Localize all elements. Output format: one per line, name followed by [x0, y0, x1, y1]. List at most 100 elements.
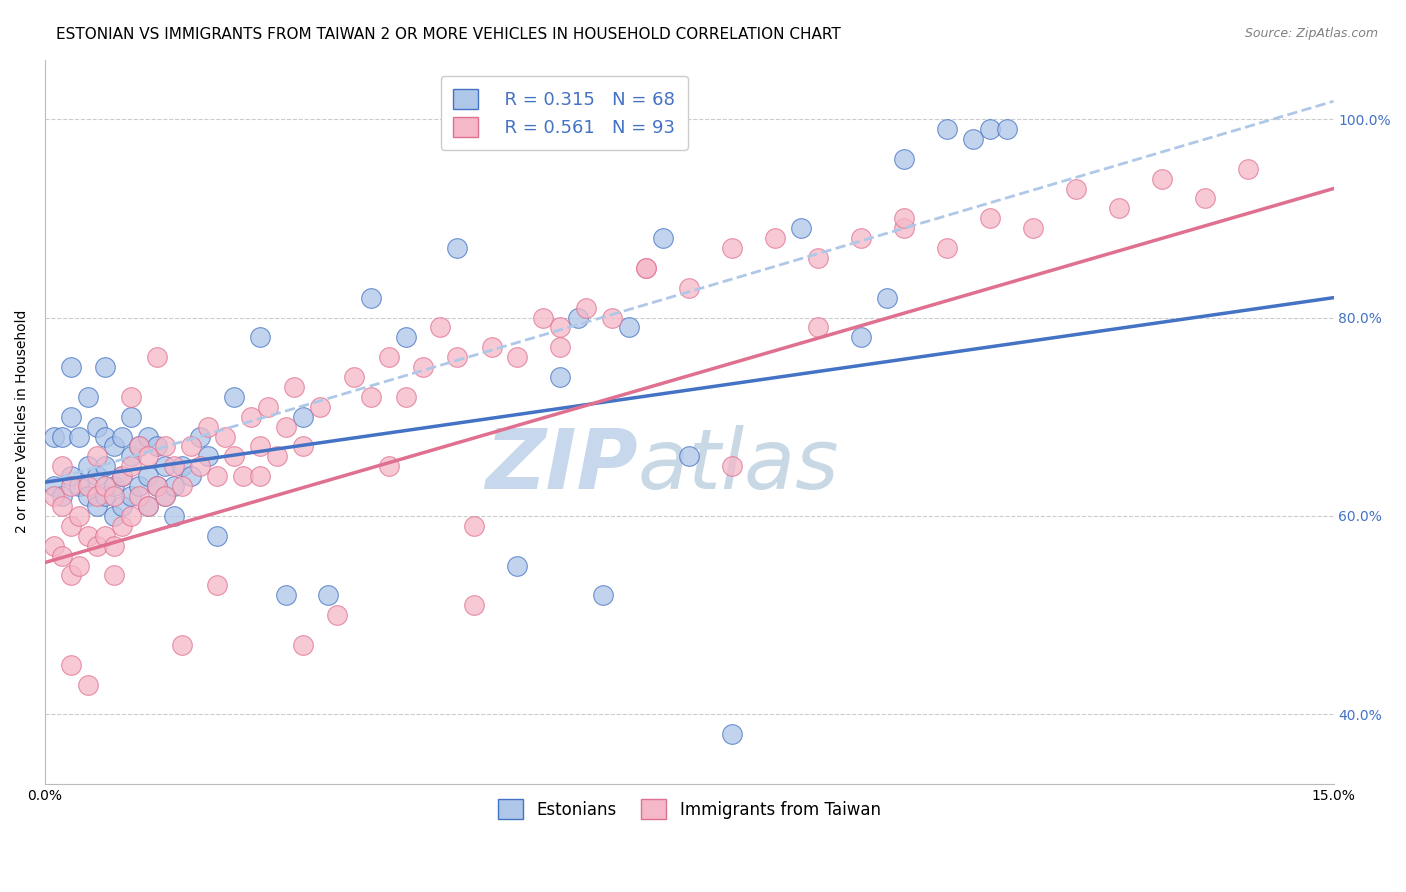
Text: ESTONIAN VS IMMIGRANTS FROM TAIWAN 2 OR MORE VEHICLES IN HOUSEHOLD CORRELATION C: ESTONIAN VS IMMIGRANTS FROM TAIWAN 2 OR … [56, 27, 841, 42]
Point [155, 489, 177, 503]
Point [59, 518, 82, 533]
Point [67, 558, 90, 573]
Point [326, 608, 349, 623]
Point [155, 440, 177, 454]
Point [1150, 171, 1173, 186]
Point [592, 588, 614, 602]
Point [86, 469, 108, 483]
Point [567, 310, 589, 325]
Point [145, 350, 167, 364]
Point [936, 122, 959, 136]
Point [240, 409, 263, 424]
Point [77, 390, 100, 404]
Point [274, 588, 297, 602]
Point [155, 489, 177, 503]
Point [463, 598, 485, 612]
Point [876, 291, 898, 305]
Point [678, 450, 700, 464]
Point [86, 499, 108, 513]
Point [600, 310, 623, 325]
Point [128, 489, 150, 503]
Point [136, 499, 159, 513]
Point [77, 459, 100, 474]
Point [120, 450, 142, 464]
Point [849, 231, 872, 245]
Point [395, 330, 418, 344]
Text: atlas: atlas [638, 425, 839, 506]
Point [1064, 181, 1087, 195]
Point [103, 440, 125, 454]
Point [214, 429, 236, 443]
Point [180, 440, 202, 454]
Point [222, 450, 245, 464]
Point [172, 479, 194, 493]
Point [343, 370, 366, 384]
Point [103, 539, 125, 553]
Point [412, 360, 434, 375]
Point [51, 489, 73, 503]
Text: ZIP: ZIP [485, 425, 638, 506]
Point [94, 360, 117, 375]
Point [86, 489, 108, 503]
Point [232, 469, 254, 483]
Point [995, 122, 1018, 136]
Point [395, 390, 418, 404]
Point [205, 578, 228, 592]
Point [77, 529, 100, 543]
Point [111, 469, 134, 483]
Point [205, 529, 228, 543]
Point [120, 459, 142, 474]
Point [257, 400, 280, 414]
Point [94, 459, 117, 474]
Point [180, 469, 202, 483]
Point [1194, 192, 1216, 206]
Point [77, 489, 100, 503]
Point [155, 459, 177, 474]
Point [111, 518, 134, 533]
Point [94, 479, 117, 493]
Point [222, 390, 245, 404]
Point [77, 677, 100, 691]
Point [42, 539, 65, 553]
Point [721, 241, 744, 255]
Point [103, 508, 125, 523]
Point [291, 440, 314, 454]
Point [377, 350, 399, 364]
Point [86, 419, 108, 434]
Point [550, 320, 572, 334]
Point [446, 350, 468, 364]
Point [120, 409, 142, 424]
Point [145, 440, 167, 454]
Point [979, 122, 1001, 136]
Point [550, 370, 572, 384]
Point [172, 638, 194, 652]
Point [163, 508, 186, 523]
Point [481, 340, 503, 354]
Point [188, 459, 211, 474]
Point [274, 419, 297, 434]
Point [51, 429, 73, 443]
Point [197, 419, 219, 434]
Point [51, 499, 73, 513]
Point [636, 260, 658, 275]
Point [377, 459, 399, 474]
Point [128, 440, 150, 454]
Point [59, 479, 82, 493]
Point [111, 469, 134, 483]
Point [360, 390, 382, 404]
Point [59, 360, 82, 375]
Point [463, 518, 485, 533]
Point [103, 489, 125, 503]
Point [94, 429, 117, 443]
Point [86, 450, 108, 464]
Point [446, 241, 468, 255]
Point [136, 429, 159, 443]
Point [163, 479, 186, 493]
Point [790, 221, 813, 235]
Point [86, 539, 108, 553]
Point [120, 390, 142, 404]
Point [111, 429, 134, 443]
Point [429, 320, 451, 334]
Legend: Estonians, Immigrants from Taiwan: Estonians, Immigrants from Taiwan [491, 792, 887, 826]
Point [77, 479, 100, 493]
